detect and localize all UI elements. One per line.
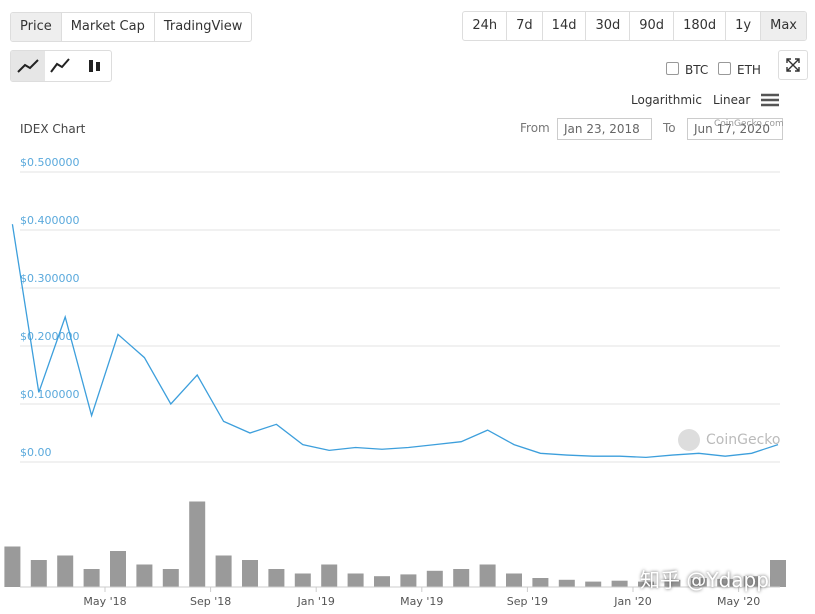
volume-bar	[664, 579, 681, 587]
volume-bar	[690, 578, 707, 587]
y-tick-label: $0.500000	[20, 156, 80, 169]
y-tick-label: $0.400000	[20, 214, 80, 227]
volume-bar	[638, 581, 654, 587]
volume-bar	[532, 578, 549, 587]
label: BTC	[685, 63, 709, 77]
price-line	[11, 224, 779, 459]
range-button[interactable]: 24h	[463, 12, 508, 40]
tab[interactable]: Market Cap	[62, 13, 155, 41]
y-tick-label: $0.300000	[20, 272, 80, 285]
volume-bar	[743, 576, 760, 587]
candle-icon	[96, 62, 100, 71]
volume-bar	[268, 569, 285, 587]
y-tick-label: $0.100000	[20, 388, 80, 401]
tab-group: Price Market Cap TradingView	[10, 12, 253, 42]
watermark-logo	[678, 429, 700, 451]
volume-bar	[426, 570, 443, 587]
x-tick-label: May '19	[400, 595, 443, 608]
volume-bar	[585, 581, 602, 587]
volume-bar	[453, 569, 470, 587]
fullscreen-button[interactable]	[778, 50, 808, 80]
y-tick-label: $0.200000	[20, 330, 80, 343]
volume-bar	[4, 546, 21, 587]
range-button[interactable]: 1y	[726, 12, 762, 40]
volume-bar	[30, 560, 47, 587]
volume-bar	[506, 573, 522, 587]
volume-bar	[189, 501, 206, 587]
label: ETH	[737, 63, 761, 77]
compare-btc[interactable]: BTC	[666, 62, 708, 77]
range-button[interactable]: 30d	[586, 12, 631, 40]
ohlc-icon	[50, 58, 70, 73]
volume-bar	[321, 564, 338, 587]
menu-icon[interactable]	[761, 93, 779, 107]
scale-linear[interactable]: Linear	[713, 93, 751, 107]
volume-bar	[110, 551, 126, 587]
line-icon	[17, 59, 39, 73]
x-tick-label: May '20	[717, 595, 760, 608]
x-tick-label: Sep '18	[190, 595, 231, 608]
chart-title: IDEX Chart	[20, 122, 86, 136]
range-button[interactable]: 14d	[543, 12, 587, 40]
volume-bar	[717, 578, 734, 587]
range-button[interactable]: Max	[761, 12, 806, 40]
x-tick-label: Jan '19	[296, 595, 334, 608]
volume-bar	[400, 574, 417, 587]
volume-bar	[215, 555, 232, 587]
range-group: 24h 7d 14d 30d 90d 180d 1y Max	[462, 11, 807, 41]
volume-bar	[374, 576, 390, 587]
compare-eth[interactable]: ETH	[718, 62, 761, 77]
volume-bar	[611, 580, 628, 587]
chart-type-icons[interactable]	[11, 51, 111, 81]
candle-icon	[89, 60, 93, 72]
y-tick-label: $0.00	[20, 446, 52, 459]
site-watermark: 知乎 @Ydapp	[640, 568, 769, 592]
to-input[interactable]: Jun 17, 2020	[687, 118, 783, 140]
expand-icon	[786, 58, 800, 72]
tab[interactable]: Price	[11, 13, 62, 41]
tab[interactable]: TradingView	[163, 19, 243, 34]
volume-bar	[770, 560, 786, 587]
from-label: From	[520, 121, 550, 135]
volume-bar	[294, 573, 311, 587]
x-tick-label: Sep '19	[507, 595, 548, 608]
to-label: To	[663, 121, 676, 135]
scale-log[interactable]: Logarithmic	[631, 93, 702, 107]
volume-bar	[136, 564, 153, 587]
range-button[interactable]: 7d	[507, 12, 543, 40]
range-button[interactable]: 90d	[630, 12, 675, 40]
volume-bar	[347, 573, 364, 587]
range-button[interactable]: 180d	[674, 12, 727, 40]
x-tick-label: Jan '20	[613, 595, 651, 608]
volume-bar	[57, 555, 74, 587]
x-tick-label: May '18	[83, 595, 126, 608]
watermark: CoinGecko	[706, 432, 780, 448]
volume-bar	[242, 560, 258, 587]
volume-bar	[162, 569, 179, 587]
from-input[interactable]: Jan 23, 2018	[557, 118, 652, 140]
volume-bar	[479, 564, 496, 587]
volume-bar	[558, 579, 575, 587]
credit: CoinGecko.com	[714, 119, 784, 129]
chart-type-group	[10, 50, 112, 82]
volume-bar	[83, 569, 100, 587]
